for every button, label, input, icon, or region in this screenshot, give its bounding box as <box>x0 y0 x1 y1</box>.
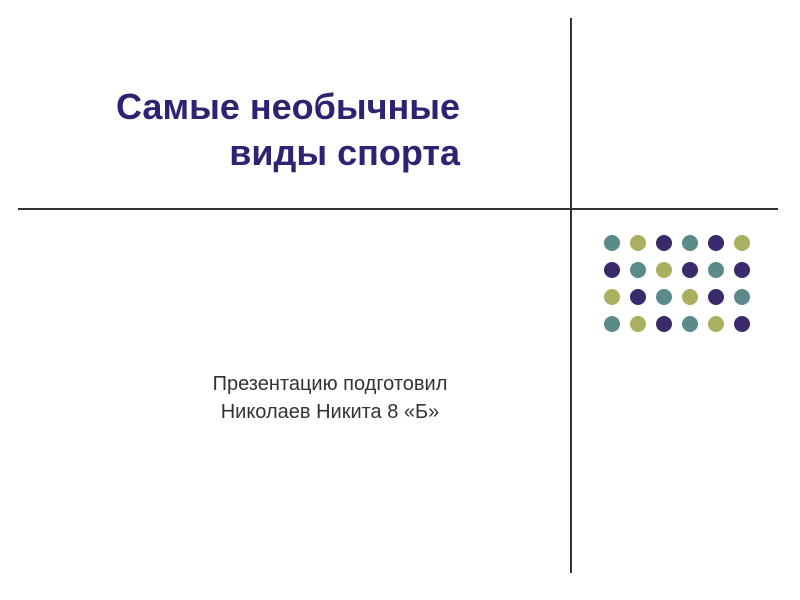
vertical-divider <box>570 18 572 573</box>
pattern-dot <box>604 289 620 305</box>
pattern-dot <box>682 316 698 332</box>
pattern-dot <box>656 316 672 332</box>
horizontal-divider <box>18 208 778 210</box>
pattern-dot <box>682 262 698 278</box>
slide-title: Самые необычные виды спорта <box>60 84 460 176</box>
pattern-dot <box>708 289 724 305</box>
pattern-dot <box>708 316 724 332</box>
pattern-dot <box>734 289 750 305</box>
title-line-1: Самые необычные <box>60 84 460 130</box>
pattern-dot <box>630 289 646 305</box>
subtitle-line-1: Презентацию подготовил <box>170 370 490 398</box>
pattern-dot <box>734 262 750 278</box>
pattern-dot <box>630 316 646 332</box>
pattern-dot <box>630 235 646 251</box>
pattern-dot <box>604 262 620 278</box>
slide-subtitle: Презентацию подготовил Николаев Никита 8… <box>170 370 490 426</box>
pattern-dot <box>708 235 724 251</box>
title-line-2: виды спорта <box>60 130 460 176</box>
pattern-dot <box>604 316 620 332</box>
pattern-dot <box>682 289 698 305</box>
pattern-dot <box>734 235 750 251</box>
pattern-dot <box>656 262 672 278</box>
pattern-dot <box>656 289 672 305</box>
pattern-dot <box>682 235 698 251</box>
pattern-dot <box>656 235 672 251</box>
pattern-dot <box>708 262 724 278</box>
pattern-dot <box>604 235 620 251</box>
pattern-dot <box>630 262 646 278</box>
pattern-dot <box>734 316 750 332</box>
subtitle-line-2: Николаев Никита 8 «Б» <box>170 398 490 426</box>
